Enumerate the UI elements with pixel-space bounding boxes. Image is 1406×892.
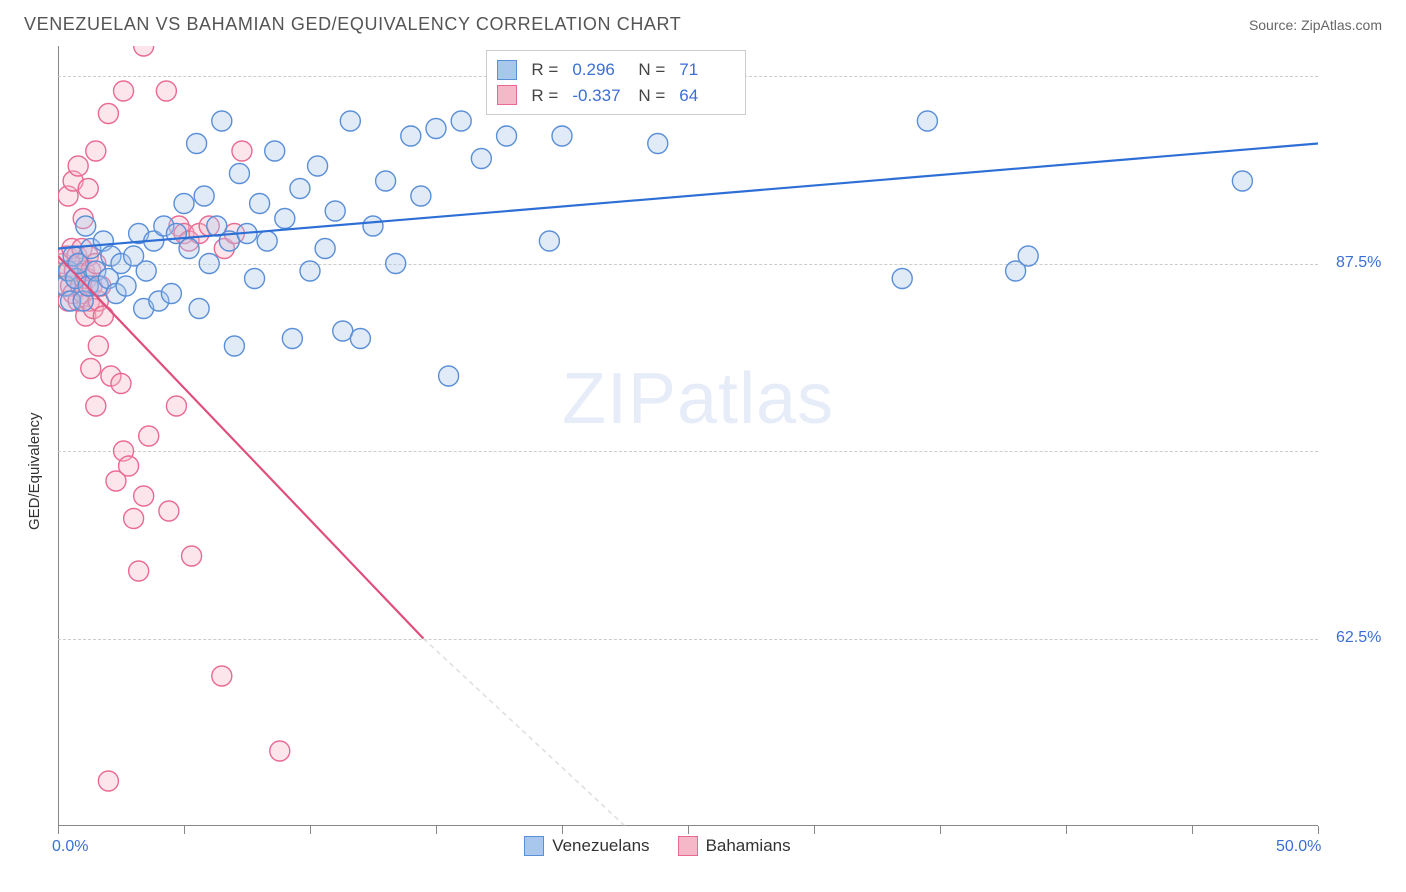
stat-r-a: 0.296 xyxy=(572,57,624,83)
point-venezuelans xyxy=(229,164,249,184)
point-bahamians xyxy=(68,156,88,176)
swatch-b-icon xyxy=(497,85,517,105)
legend-label-a: Venezuelans xyxy=(552,836,649,856)
point-venezuelans xyxy=(136,261,156,281)
stat-label: N = xyxy=(638,83,665,109)
stat-r-b: -0.337 xyxy=(572,83,624,109)
point-venezuelans xyxy=(401,126,421,146)
point-bahamians xyxy=(86,396,106,416)
stats-box: R = 0.296 N = 71 R = -0.337 N = 64 xyxy=(486,50,746,115)
point-bahamians xyxy=(81,359,101,379)
point-venezuelans xyxy=(187,134,207,154)
point-venezuelans xyxy=(308,156,328,176)
point-venezuelans xyxy=(325,201,345,221)
point-venezuelans xyxy=(174,194,194,214)
point-bahamians xyxy=(134,486,154,506)
point-venezuelans xyxy=(439,366,459,386)
point-venezuelans xyxy=(257,231,277,251)
point-venezuelans xyxy=(917,111,937,131)
point-venezuelans xyxy=(1018,246,1038,266)
point-venezuelans xyxy=(363,216,383,236)
point-venezuelans xyxy=(76,216,96,236)
point-venezuelans xyxy=(1232,171,1252,191)
point-venezuelans xyxy=(340,111,360,131)
point-venezuelans xyxy=(497,126,517,146)
stats-row-a: R = 0.296 N = 71 xyxy=(497,57,731,83)
stat-n-b: 64 xyxy=(679,83,731,109)
point-venezuelans xyxy=(892,269,912,289)
point-bahamians xyxy=(93,306,113,326)
trendline-bahamians-extrapolated xyxy=(423,639,625,827)
legend: Venezuelans Bahamians xyxy=(524,836,790,856)
stat-label: R = xyxy=(531,83,558,109)
point-bahamians xyxy=(129,561,149,581)
point-venezuelans xyxy=(179,239,199,259)
trendline-bahamians xyxy=(58,256,423,639)
point-venezuelans xyxy=(552,126,572,146)
point-bahamians xyxy=(159,501,179,521)
point-bahamians xyxy=(78,179,98,199)
point-venezuelans xyxy=(282,329,302,349)
stat-label: N = xyxy=(638,57,665,83)
point-bahamians xyxy=(124,509,144,529)
stat-label: R = xyxy=(531,57,558,83)
swatch-b-icon xyxy=(678,836,698,856)
point-venezuelans xyxy=(300,261,320,281)
point-venezuelans xyxy=(245,269,265,289)
legend-item-a: Venezuelans xyxy=(524,836,649,856)
point-venezuelans xyxy=(386,254,406,274)
point-bahamians xyxy=(166,396,186,416)
point-venezuelans xyxy=(275,209,295,229)
point-bahamians xyxy=(98,104,118,124)
point-venezuelans xyxy=(315,239,335,259)
scatter-svg xyxy=(0,0,1398,866)
point-venezuelans xyxy=(290,179,310,199)
swatch-a-icon xyxy=(497,60,517,80)
point-venezuelans xyxy=(376,171,396,191)
point-venezuelans xyxy=(212,111,232,131)
point-venezuelans xyxy=(471,149,491,169)
point-venezuelans xyxy=(411,186,431,206)
point-venezuelans xyxy=(189,299,209,319)
point-venezuelans xyxy=(648,134,668,154)
point-bahamians xyxy=(156,81,176,101)
point-venezuelans xyxy=(426,119,446,139)
legend-label-b: Bahamians xyxy=(706,836,791,856)
point-venezuelans xyxy=(451,111,471,131)
point-venezuelans xyxy=(116,276,136,296)
point-venezuelans xyxy=(539,231,559,251)
point-venezuelans xyxy=(161,284,181,304)
stats-row-b: R = -0.337 N = 64 xyxy=(497,83,731,109)
point-venezuelans xyxy=(194,186,214,206)
point-venezuelans xyxy=(224,336,244,356)
chart-container: { "title": "VENEZUELAN VS BAHAMIAN GED/E… xyxy=(0,0,1406,892)
swatch-a-icon xyxy=(524,836,544,856)
point-venezuelans xyxy=(350,329,370,349)
point-bahamians xyxy=(111,374,131,394)
point-bahamians xyxy=(139,426,159,446)
point-bahamians xyxy=(134,36,154,56)
point-bahamians xyxy=(86,141,106,161)
point-bahamians xyxy=(212,666,232,686)
point-bahamians xyxy=(270,741,290,761)
point-bahamians xyxy=(88,336,108,356)
point-bahamians xyxy=(119,456,139,476)
point-venezuelans xyxy=(250,194,270,214)
stat-n-a: 71 xyxy=(679,57,731,83)
point-bahamians xyxy=(114,81,134,101)
point-bahamians xyxy=(98,771,118,791)
point-bahamians xyxy=(182,546,202,566)
point-venezuelans xyxy=(265,141,285,161)
point-bahamians xyxy=(232,141,252,161)
legend-item-b: Bahamians xyxy=(678,836,791,856)
point-venezuelans xyxy=(199,254,219,274)
